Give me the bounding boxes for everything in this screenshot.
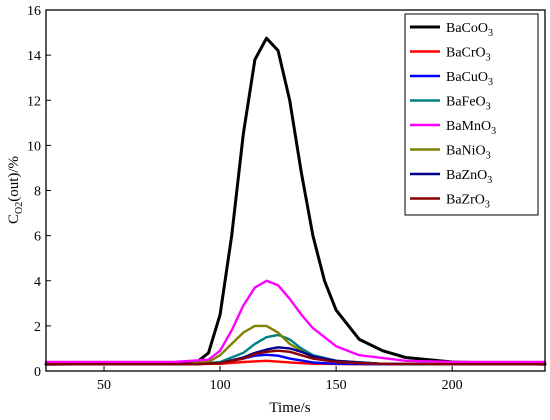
legend-label-subscript: 3	[486, 102, 491, 113]
legend-label-main: BaFeO	[446, 95, 486, 110]
legend-label-main: BaNiO	[446, 144, 486, 159]
legend-label-BaZnO3: BaZnO3	[446, 168, 492, 186]
legend-label-BaCrO3: BaCrO3	[446, 46, 491, 64]
legend-label-main: BaCoO	[446, 21, 488, 36]
legend-label-subscript: 3	[486, 53, 491, 64]
y-tick-label-6: 6	[34, 230, 41, 245]
x-tick-label-200: 200	[442, 378, 463, 393]
legend-label-subscript: 3	[486, 151, 491, 162]
x-tick-label-100: 100	[210, 378, 231, 393]
y-axis-title-rest: (out)/%	[6, 156, 22, 202]
y-axis-title-main: C	[6, 214, 22, 224]
legend-label-BaMnO3: BaMnO3	[446, 119, 496, 137]
legend-label-subscript: 3	[488, 77, 493, 88]
legend-label-subscript: 3	[485, 200, 490, 211]
y-tick-label-2: 2	[34, 320, 41, 335]
series-line-BaCoO3	[44, 36, 547, 366]
legend-label-main: BaCrO	[446, 46, 486, 61]
x-axis-title: Time/s	[269, 400, 310, 416]
y-tick-label-12: 12	[27, 94, 41, 109]
legend-label-main: BaMnO	[446, 119, 491, 134]
series-line-BaMnO3	[44, 279, 547, 364]
y-tick-label-8: 8	[34, 185, 41, 200]
y-axis-title-subscript: O2	[14, 202, 25, 214]
legend-label-BaZrO3: BaZrO3	[446, 193, 490, 211]
legend: BaCoO3BaCrO3BaCuO3BaFeO3BaMnO3BaNiO3BaZn…	[404, 13, 539, 216]
legend-label-subscript: 3	[487, 175, 492, 186]
y-axis-title: CO2(out)/%	[6, 156, 25, 224]
series-layer	[44, 36, 547, 366]
legend-label-subscript: 3	[488, 28, 493, 39]
legend-label-main: BaZnO	[446, 168, 487, 183]
legend-box	[404, 13, 539, 216]
legend-label-BaFeO3: BaFeO3	[446, 95, 491, 113]
y-tick-label-16: 16	[27, 4, 41, 19]
legend-label-BaNiO3: BaNiO3	[446, 144, 491, 162]
legend-label-BaCuO3: BaCuO3	[446, 70, 493, 88]
legend-label-subscript: 3	[491, 126, 496, 137]
x-tick-label-150: 150	[326, 378, 347, 393]
y-tick-label-4: 4	[34, 275, 41, 290]
legend-label-BaCoO3: BaCoO3	[446, 21, 493, 39]
legend-label-main: BaCuO	[446, 70, 488, 85]
series-line-BaZrO3	[44, 349, 547, 366]
legend-items: BaCoO3BaCrO3BaCuO3BaFeO3BaMnO3BaNiO3BaZn…	[410, 21, 496, 211]
y-tick-label-14: 14	[27, 49, 41, 64]
x-tick-label-50: 50	[97, 378, 111, 393]
legend-label-main: BaZrO	[446, 193, 485, 208]
y-tick-label-10: 10	[27, 139, 41, 154]
y-tick-label-0: 0	[34, 365, 41, 380]
ticks-layer: 50 100 150 200 0 2 4 6 8 10 12 14 16	[27, 4, 463, 393]
